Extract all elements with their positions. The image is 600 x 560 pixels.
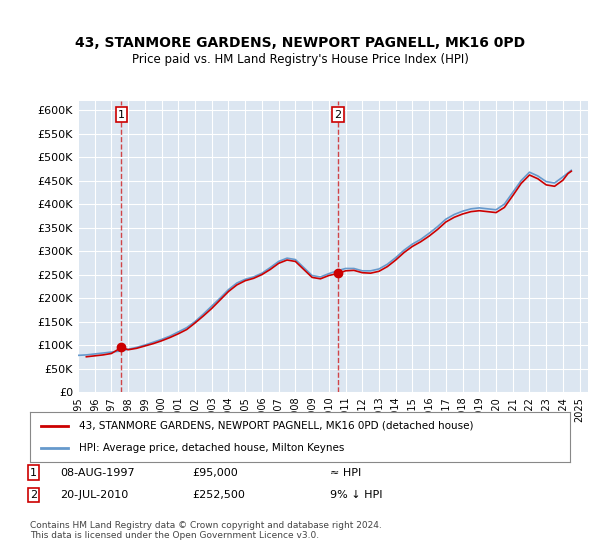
Text: 43, STANMORE GARDENS, NEWPORT PAGNELL, MK16 0PD (detached house): 43, STANMORE GARDENS, NEWPORT PAGNELL, M…	[79, 421, 473, 431]
Text: Contains HM Land Registry data © Crown copyright and database right 2024.
This d: Contains HM Land Registry data © Crown c…	[30, 521, 382, 540]
Text: 2: 2	[334, 110, 341, 119]
Text: 43, STANMORE GARDENS, NEWPORT PAGNELL, MK16 0PD: 43, STANMORE GARDENS, NEWPORT PAGNELL, M…	[75, 36, 525, 50]
Text: 20-JUL-2010: 20-JUL-2010	[60, 490, 128, 500]
Text: Price paid vs. HM Land Registry's House Price Index (HPI): Price paid vs. HM Land Registry's House …	[131, 53, 469, 66]
Text: HPI: Average price, detached house, Milton Keynes: HPI: Average price, detached house, Milt…	[79, 443, 344, 453]
Text: 08-AUG-1997: 08-AUG-1997	[60, 468, 134, 478]
Text: 1: 1	[30, 468, 37, 478]
Text: £95,000: £95,000	[192, 468, 238, 478]
Text: ≈ HPI: ≈ HPI	[330, 468, 361, 478]
Text: 9% ↓ HPI: 9% ↓ HPI	[330, 490, 383, 500]
Text: £252,500: £252,500	[192, 490, 245, 500]
Text: 1: 1	[118, 110, 125, 119]
Text: 2: 2	[30, 490, 37, 500]
